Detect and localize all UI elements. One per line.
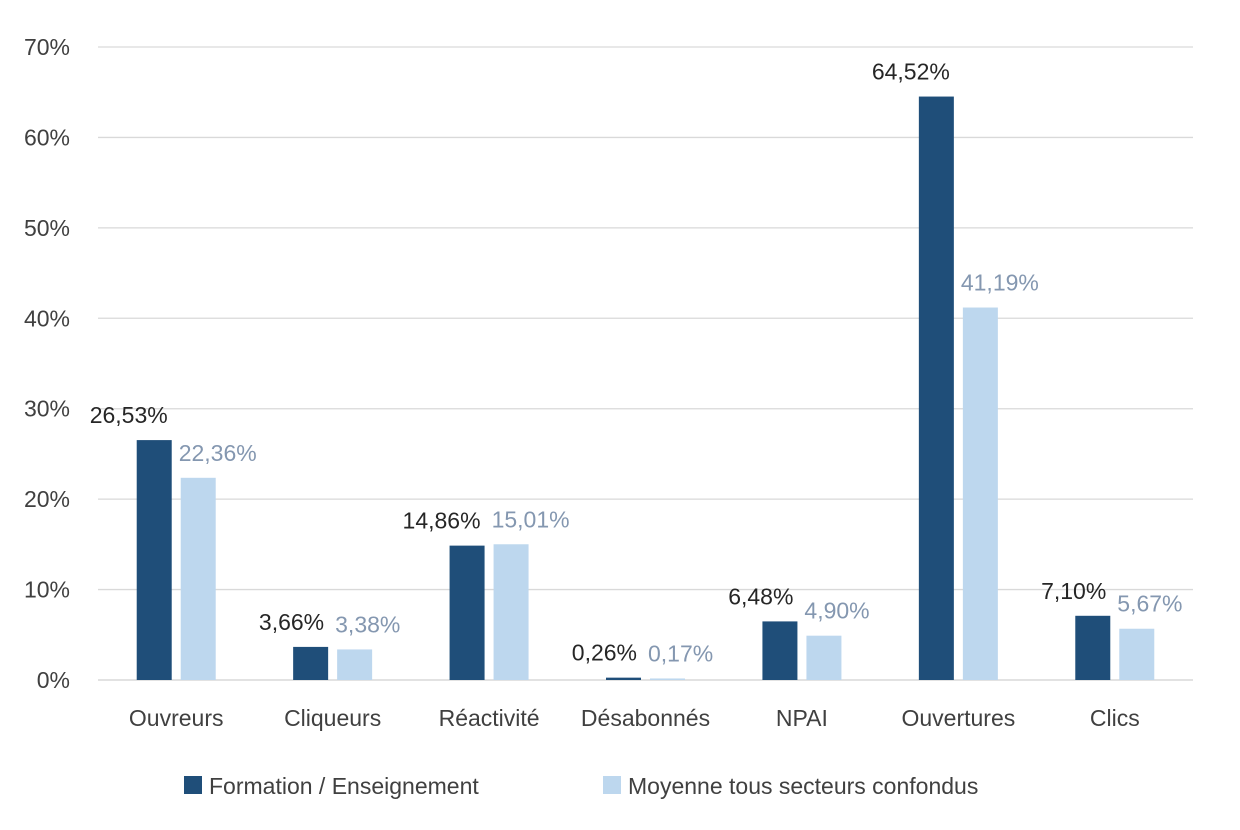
x-category-label: Clics (1090, 705, 1140, 731)
data-label: 7,10% (1041, 578, 1106, 604)
data-label: 26,53% (90, 402, 168, 428)
data-label: 6,48% (728, 583, 793, 609)
legend: Formation / Enseignement Moyenne tous sec… (184, 773, 978, 799)
bar-formation (1075, 615, 1111, 680)
data-label: 5,67% (1117, 591, 1182, 617)
x-category-label: Ouvreurs (129, 705, 224, 731)
data-label: 3,66% (259, 609, 324, 635)
gridlines (98, 46, 1193, 681)
bar-formation (449, 545, 485, 680)
data-label: 22,36% (179, 440, 257, 466)
data-label: 15,01% (492, 506, 570, 532)
legend-label: Moyenne tous secteurs confondus (628, 773, 978, 799)
bar-formation (606, 677, 641, 680)
data-label: 14,86% (403, 508, 481, 534)
bar-formation (293, 646, 329, 680)
legend-label: Formation / Enseignement (209, 773, 479, 799)
bars (136, 96, 1155, 680)
y-tick-label: 70% (24, 34, 70, 60)
y-tick-label: 10% (24, 577, 70, 603)
bar-moyenne (806, 635, 842, 680)
bar-moyenne (493, 544, 529, 680)
x-category-label: NPAI (776, 705, 828, 731)
bar-moyenne (1119, 628, 1155, 680)
data-labels: 26,53% 22,36% 3,66% 3,38% 14,86% 15,01% 0,26% 0… (90, 59, 1183, 667)
data-label: 41,19% (961, 270, 1039, 296)
data-label: 0,17% (648, 640, 713, 666)
data-label: 4,90% (804, 598, 869, 624)
x-axis-categories: Ouvreurs Cliqueurs Réactivité Désabonnés NPA… (129, 705, 1140, 731)
bar-formation (762, 621, 798, 680)
data-label: 64,52% (872, 59, 950, 85)
y-tick-label: 40% (24, 305, 70, 331)
bar-formation (136, 440, 172, 680)
x-category-label: Réactivité (439, 705, 540, 731)
y-tick-label: 50% (24, 215, 70, 241)
bar-moyenne (962, 307, 998, 680)
y-tick-label: 30% (24, 396, 70, 422)
y-tick-label: 20% (24, 486, 70, 512)
legend-swatch (184, 776, 202, 794)
legend-swatch (603, 776, 621, 794)
x-category-label: Désabonnés (581, 705, 710, 731)
x-category-label: Cliqueurs (284, 705, 381, 731)
bar-moyenne (180, 477, 216, 680)
data-label: 0,26% (572, 640, 637, 666)
y-tick-label: 60% (24, 124, 70, 150)
bar-moyenne (337, 649, 373, 680)
y-tick-label: 0% (37, 667, 70, 693)
bar-moyenne (650, 678, 685, 680)
bar-formation (918, 96, 954, 680)
data-label: 3,38% (335, 611, 400, 637)
y-axis-ticks: 0% 10% 20% 30% 40% 50% 60% 70% (24, 34, 70, 693)
x-category-label: Ouvertures (901, 705, 1015, 731)
